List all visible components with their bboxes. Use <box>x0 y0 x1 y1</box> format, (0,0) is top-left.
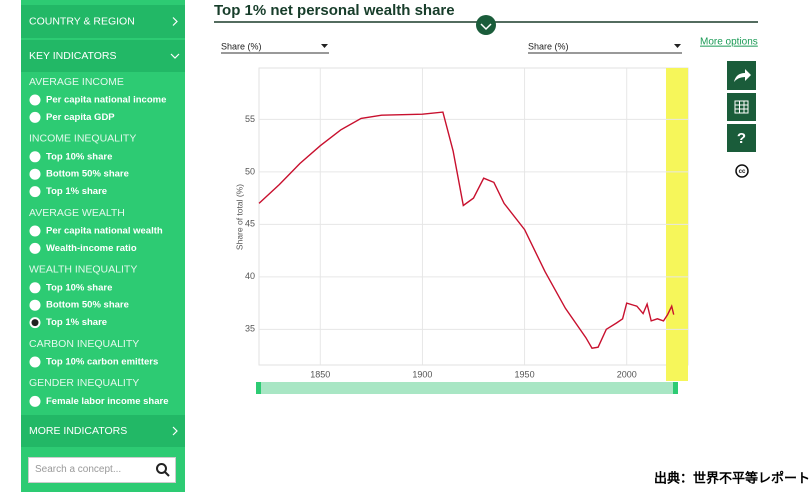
radio[interactable] <box>29 186 41 198</box>
group-title: AVERAGE WEALTH <box>29 207 125 219</box>
radio[interactable] <box>29 94 41 106</box>
search-box[interactable]: Search a concept... <box>28 457 176 483</box>
indicator-option[interactable]: Top 10% share <box>46 282 112 293</box>
y-tick-label: 40 <box>245 271 255 281</box>
radio[interactable] <box>29 242 41 254</box>
indicator-option[interactable]: Top 10% carbon emitters <box>46 357 158 368</box>
radio[interactable] <box>29 168 41 180</box>
chevron <box>170 53 180 59</box>
table-icon <box>734 100 749 114</box>
sidebar-header-label: COUNTRY & REGION <box>29 15 135 27</box>
group-title: GENDER INEQUALITY <box>29 377 139 389</box>
cc-icon[interactable] <box>735 164 749 178</box>
search-placeholder: Search a concept... <box>35 464 122 475</box>
radio[interactable] <box>29 356 41 368</box>
sidebar-header[interactable] <box>21 415 185 447</box>
indicator-option[interactable]: Wealth-income ratio <box>46 243 137 254</box>
indicator-option[interactable]: Bottom 50% share <box>46 169 129 180</box>
y-tick-label: 50 <box>245 166 255 176</box>
x-tick-label: 1950 <box>515 369 535 379</box>
radio[interactable] <box>29 299 41 311</box>
select-arrow <box>321 44 328 48</box>
group-title: CARBON INEQUALITY <box>29 338 139 350</box>
sidebar <box>21 0 185 492</box>
radio[interactable] <box>29 225 41 237</box>
slider-handle[interactable] <box>673 382 678 394</box>
y-axis-label: Share of total (%) <box>234 184 244 250</box>
help-button[interactable] <box>727 124 756 152</box>
radio[interactable] <box>29 111 41 123</box>
radio[interactable] <box>29 151 41 163</box>
select-arrow <box>674 44 681 48</box>
collapse-toggle[interactable] <box>476 15 496 35</box>
y-tick-label: 35 <box>245 324 255 334</box>
indicator-option[interactable]: Per capita national wealth <box>46 226 163 237</box>
sidebar-header[interactable] <box>21 5 185 38</box>
chart-title: Top 1% net personal wealth share <box>214 2 455 19</box>
group-title: WEALTH INEQUALITY <box>29 264 137 276</box>
group-title: INCOME INEQUALITY <box>29 133 136 145</box>
radio-dot <box>31 319 39 327</box>
sidebar-header[interactable] <box>21 40 185 72</box>
indicator-option[interactable]: Female labor income share <box>46 396 169 407</box>
indicator-option[interactable]: Per capita GDP <box>46 112 115 123</box>
radio[interactable] <box>29 282 41 294</box>
more-options-link[interactable]: More options <box>700 37 758 48</box>
collapse-icon <box>480 23 492 31</box>
select-label[interactable]: Share (%) <box>221 41 262 51</box>
x-tick-label: 2000 <box>617 369 637 379</box>
x-tick-label: 1900 <box>412 369 432 379</box>
slider-handle[interactable] <box>256 382 261 394</box>
group-title: AVERAGE INCOME <box>29 76 124 88</box>
source-note: 出典：世界不平等レポート <box>654 470 810 485</box>
cc-icon-text: cc <box>739 169 746 175</box>
indicator-option[interactable]: Per capita national income <box>46 95 166 106</box>
plot-frame <box>258 67 689 366</box>
y-tick-label: 45 <box>245 219 255 229</box>
chevron <box>172 17 178 26</box>
radio[interactable] <box>29 395 41 407</box>
chevron <box>172 426 178 436</box>
select-label[interactable]: Share (%) <box>528 41 569 51</box>
indicator-option[interactable]: Bottom 50% share <box>46 300 129 311</box>
x-tick-label: 1850 <box>310 369 330 379</box>
indicator-option[interactable]: Top 1% share <box>46 317 107 328</box>
table-button[interactable] <box>727 93 756 121</box>
share-icon <box>734 69 751 82</box>
range-slider[interactable] <box>257 382 678 394</box>
help-icon: ? <box>737 130 746 147</box>
indicator-option[interactable]: Top 1% share <box>46 186 107 197</box>
sidebar-header-label: MORE INDICATORS <box>29 425 127 437</box>
data-line <box>258 111 675 349</box>
y-tick-label: 55 <box>245 114 255 124</box>
indicator-option[interactable]: Top 10% share <box>46 151 112 162</box>
search-icon <box>156 463 170 477</box>
sidebar-header-label: KEY INDICATORS <box>29 50 117 62</box>
